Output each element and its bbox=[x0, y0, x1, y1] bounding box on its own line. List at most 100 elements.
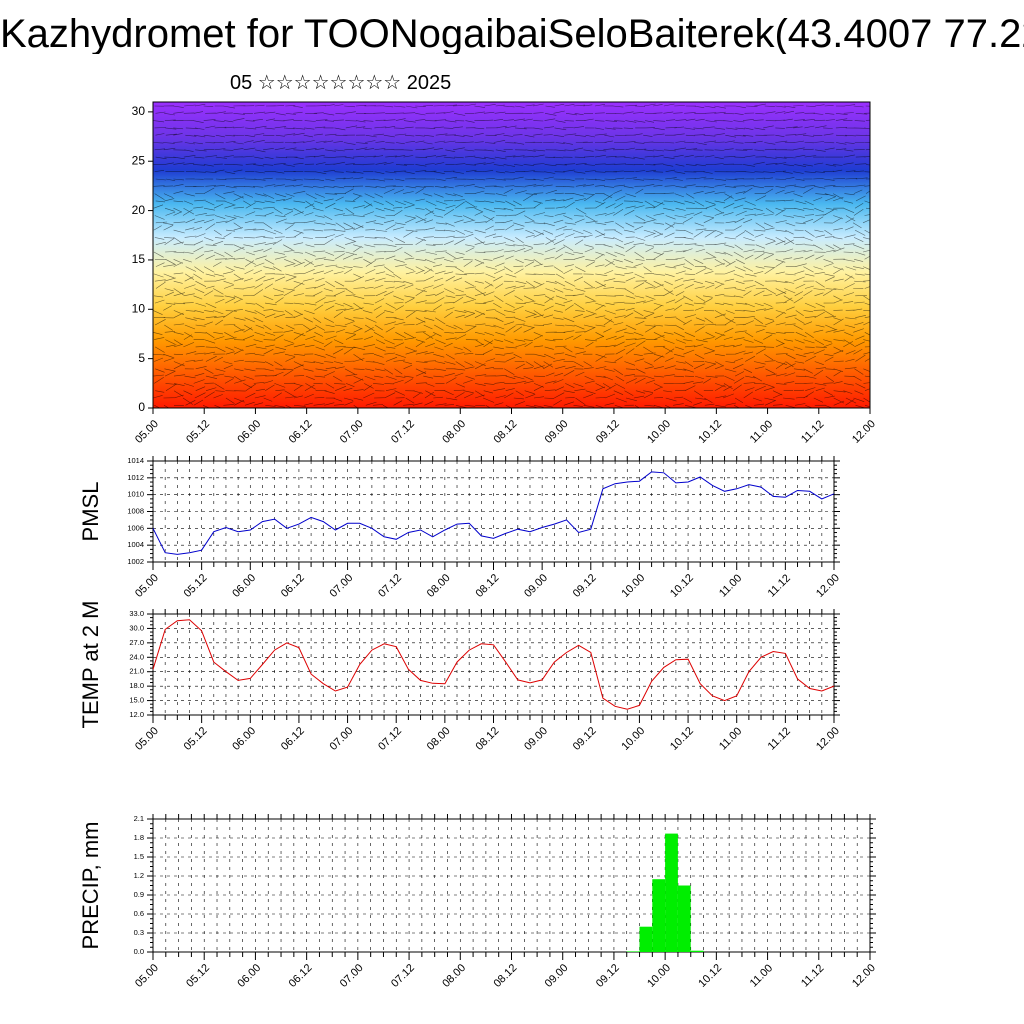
y-tick-label: 18.0 bbox=[129, 681, 144, 690]
y-tick-label: 0.0 bbox=[134, 947, 144, 956]
x-tick-label: 08.12 bbox=[491, 962, 519, 990]
x-tick-label: 10.00 bbox=[645, 418, 673, 446]
y-tick-label: 21.0 bbox=[129, 667, 144, 676]
y-tick-label: 1.2 bbox=[134, 871, 144, 880]
y-tick-label: 1010 bbox=[127, 490, 144, 499]
y-tick-label: 15.0 bbox=[129, 696, 144, 705]
y-tick-label: 1004 bbox=[127, 540, 144, 549]
x-tick-label: 06.00 bbox=[235, 962, 263, 990]
x-tick-label: 11.00 bbox=[717, 725, 744, 752]
x-tick-label: 06.12 bbox=[279, 572, 307, 600]
y-axis-label: PRECIP, mm bbox=[78, 822, 103, 950]
x-tick-label: 05.12 bbox=[184, 418, 212, 446]
y-tick-label: 12.0 bbox=[129, 710, 144, 719]
x-tick-label: 07.00 bbox=[338, 418, 366, 446]
x-tick-label: 10.00 bbox=[645, 962, 673, 990]
x-tick-label: 05.12 bbox=[182, 725, 210, 753]
temp-panel: 12.0 15.0 18.0 21.0 24.0 27.0 30.0 33.0 05.00 05.… bbox=[78, 601, 842, 753]
x-tick-label: 09.00 bbox=[543, 418, 571, 446]
x-tick-label: 09.12 bbox=[594, 962, 622, 990]
x-tick-label: 11.12 bbox=[799, 418, 826, 445]
y-tick-label: 30.0 bbox=[129, 623, 144, 632]
y-tick-label: 5 bbox=[138, 351, 145, 365]
cross-section-field bbox=[153, 102, 870, 408]
y-tick-label: 27.0 bbox=[129, 638, 144, 647]
x-tick-label: 07.12 bbox=[389, 962, 417, 990]
x-tick-label: 09.12 bbox=[571, 725, 599, 753]
x-tick-label: 05.12 bbox=[184, 962, 212, 990]
x-tick-label: 10.00 bbox=[619, 572, 647, 600]
x-tick-label: 10.00 bbox=[619, 725, 647, 753]
x-tick-label: 11.00 bbox=[717, 572, 744, 599]
precip-bar bbox=[677, 885, 691, 952]
x-tick-label: 11.00 bbox=[748, 418, 775, 445]
x-tick-label: 09.00 bbox=[522, 572, 550, 600]
x-tick-label: 06.00 bbox=[230, 725, 258, 753]
x-tick-label: 05.12 bbox=[182, 572, 210, 600]
page-title: Kazhydromet for TOONogaibaiSeloBaiterek(… bbox=[0, 14, 1024, 54]
x-tick-label: 11.12 bbox=[766, 572, 793, 599]
x-tick-label: 07.00 bbox=[328, 572, 356, 600]
x-tick-label: 09.00 bbox=[543, 962, 571, 990]
x-tick-label: 06.12 bbox=[279, 725, 307, 753]
x-tick-label: 10.12 bbox=[668, 725, 696, 753]
x-tick-label: 10.12 bbox=[668, 572, 696, 600]
y-tick-label: 25 bbox=[132, 153, 146, 167]
y-tick-label: 2.1 bbox=[134, 814, 144, 823]
precip-bar bbox=[626, 951, 640, 952]
x-tick-label: 12.00 bbox=[850, 962, 878, 990]
x-tick-label: 06.12 bbox=[287, 962, 315, 990]
x-tick-label: 06.00 bbox=[230, 572, 258, 600]
wind-barb-overlay bbox=[153, 103, 870, 408]
cross-section-panel: 0 5 10 15 20 25 30 05.00 05.12 06.00 06.12 07.00 07.… bbox=[132, 101, 878, 446]
x-tick-label: 09.00 bbox=[522, 725, 550, 753]
x-tick-label: 08.00 bbox=[425, 572, 453, 600]
y-tick-label: 15 bbox=[132, 252, 146, 266]
x-tick-label: 12.00 bbox=[814, 572, 842, 600]
precip-bar bbox=[690, 950, 704, 952]
x-tick-label: 08.00 bbox=[440, 962, 468, 990]
x-tick-label: 11.00 bbox=[748, 962, 775, 989]
y-tick-label: 0.9 bbox=[134, 890, 144, 899]
x-tick-label: 05.00 bbox=[133, 725, 161, 753]
y-tick-label: 1008 bbox=[127, 506, 144, 515]
x-tick-label: 11.12 bbox=[799, 962, 826, 989]
y-tick-label: 1014 bbox=[127, 456, 144, 465]
x-tick-label: 12.00 bbox=[814, 725, 842, 753]
x-tick-label: 05.00 bbox=[133, 418, 161, 446]
x-tick-label: 07.00 bbox=[328, 725, 356, 753]
y-tick-label: 1012 bbox=[127, 473, 144, 482]
y-tick-label: 1.8 bbox=[134, 833, 144, 842]
x-tick-label: 11.12 bbox=[766, 725, 793, 752]
y-tick-label: 0 bbox=[138, 400, 145, 414]
x-tick-label: 05.00 bbox=[133, 572, 161, 600]
precip-bar bbox=[639, 926, 653, 952]
x-tick-label: 08.12 bbox=[473, 572, 501, 600]
precip-bar bbox=[665, 833, 678, 952]
precip-bar bbox=[652, 879, 666, 952]
y-tick-label: 1002 bbox=[127, 557, 144, 566]
x-tick-label: 09.12 bbox=[571, 572, 599, 600]
x-tick-label: 06.12 bbox=[287, 418, 315, 446]
x-tick-label: 07.00 bbox=[338, 962, 366, 990]
x-tick-label: 10.12 bbox=[696, 418, 724, 446]
pmsl-panel: 1002 1004 1006 1008 1010 1012 1014 05.00 05.12 06… bbox=[78, 456, 842, 600]
precip-panel: 0.0 0.3 0.6 0.9 1.2 1.5 1.8 2.1 05.00 05.12 06.00 0… bbox=[78, 814, 878, 990]
x-tick-label: 06.00 bbox=[235, 418, 263, 446]
x-tick-label: 10.12 bbox=[696, 962, 724, 990]
x-tick-label: 07.12 bbox=[389, 418, 417, 446]
x-tick-label: 09.12 bbox=[594, 418, 622, 446]
x-tick-label: 07.12 bbox=[376, 572, 404, 600]
y-tick-label: 1006 bbox=[127, 523, 144, 532]
x-tick-label: 08.00 bbox=[425, 725, 453, 753]
y-axis-label: TEMP at 2 M bbox=[78, 601, 103, 729]
y-tick-label: 10 bbox=[132, 301, 146, 315]
x-tick-label: 07.12 bbox=[376, 725, 404, 753]
x-tick-label: 05.00 bbox=[133, 962, 161, 990]
y-tick-label: 30 bbox=[132, 104, 146, 118]
x-tick-label: 12.00 bbox=[850, 418, 878, 446]
y-tick-label: 1.5 bbox=[134, 852, 144, 861]
x-tick-label: 08.12 bbox=[491, 418, 519, 446]
x-tick-label: 08.12 bbox=[473, 725, 501, 753]
